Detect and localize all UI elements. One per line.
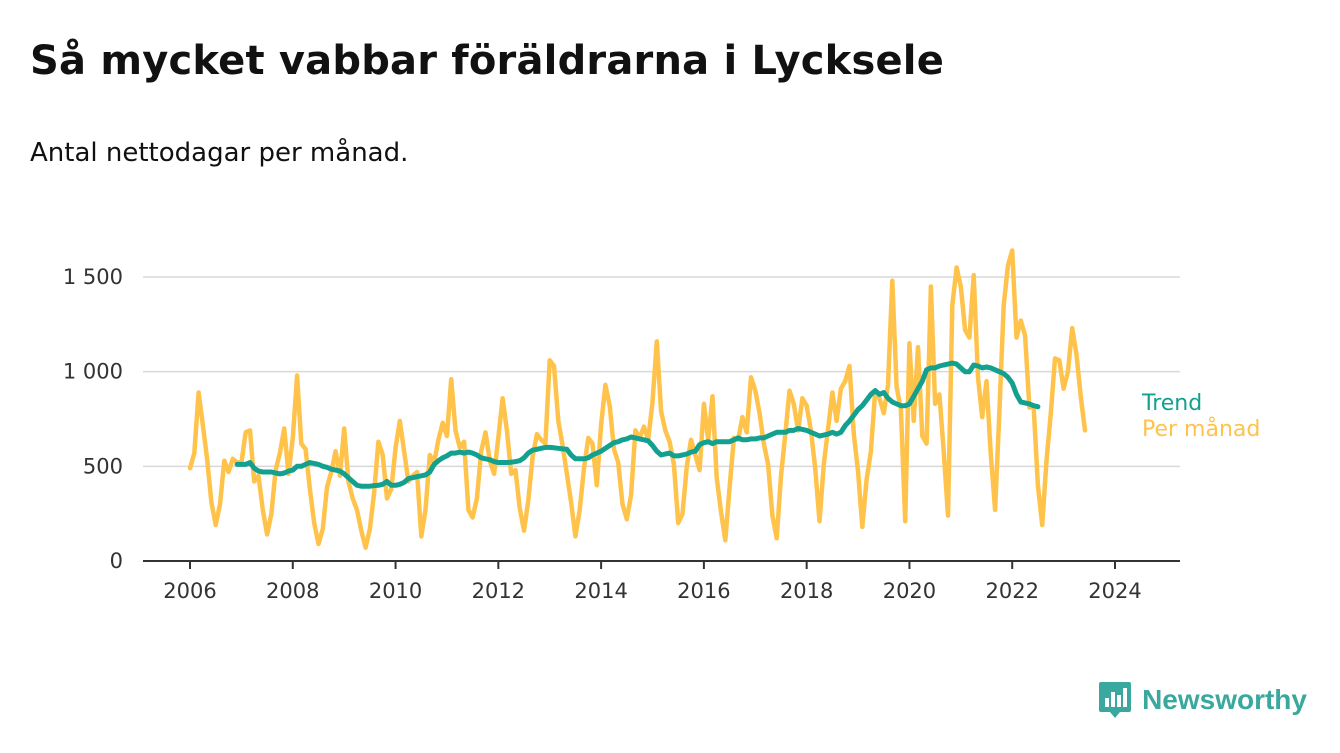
x-tick-label: 2008 [266,579,319,603]
bar-chart-speech-bubble-icon [1099,682,1132,718]
chart-title: Så mycket vabbar föräldrarna i Lycksele [30,38,945,84]
series-label: Trend [1141,391,1202,416]
newsworthy-logo: Newsworthy [1098,680,1307,720]
x-tick-label: 2018 [780,579,833,603]
x-tick-label: 2006 [163,579,216,603]
y-tick-label: 1 500 [63,265,123,289]
y-tick-label: 1 000 [63,360,123,384]
x-tick-label: 2016 [677,579,730,603]
x-tick-label: 2022 [985,579,1038,603]
y-tick-label: 0 [110,549,123,573]
y-tick-label: 500 [83,454,123,478]
series-line-per-manad [187,248,1088,550]
x-tick-label: 2020 [883,579,936,603]
grid-lines [143,276,1180,468]
series-line-trend [234,360,1041,489]
x-tick-label: 2010 [369,579,422,603]
series-label: Per månad [1142,416,1260,442]
series-lines [187,248,1088,550]
x-tick-label: 2012 [472,579,525,603]
x-tick-label: 2024 [1088,579,1141,603]
y-axis-labels: 0 500 1 000 1 500 [63,265,123,573]
brand-name: Newsworthy [1142,684,1307,715]
x-tick-label: 2014 [574,579,627,603]
x-axis: 2006 2008 2010 2012 2014 2016 2018 2020 2022 2024 [143,560,1180,603]
chart-subtitle: Antal nettodagar per månad. [30,138,409,168]
